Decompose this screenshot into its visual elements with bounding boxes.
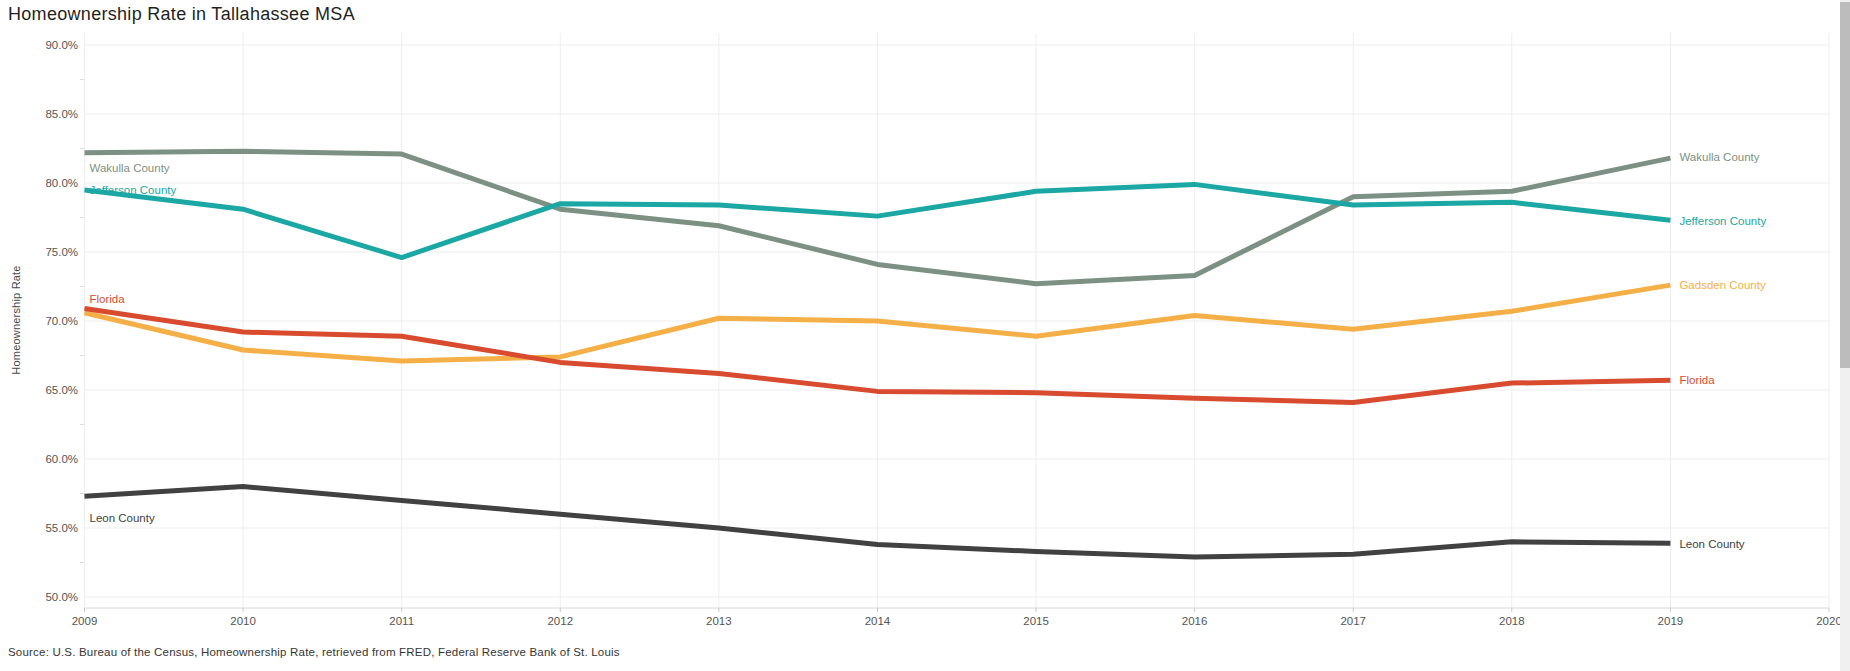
series-label-left-florida: Florida (90, 293, 126, 305)
x-axis-tick-label: 2015 (1023, 615, 1049, 627)
x-axis-tick-label: 2011 (389, 615, 414, 627)
x-axis-tick-label: 2009 (72, 615, 98, 627)
x-axis-tick-label: 2013 (706, 615, 732, 627)
scrollbar-thumb[interactable] (1840, 2, 1850, 368)
y-axis-tick-label: 85.0% (45, 108, 78, 120)
series-label-right-florida: Florida (1679, 374, 1715, 386)
x-axis-tick-label: 2016 (1182, 615, 1208, 627)
y-axis-tick-label: 65.0% (45, 384, 78, 396)
x-axis-tick-label: 2017 (1340, 615, 1366, 627)
y-axis-tick-label: 75.0% (45, 246, 78, 258)
series-label-right-wakulla-county: Wakulla County (1679, 151, 1759, 163)
series-label-right-gadsden-county: Gadsden County (1679, 279, 1766, 291)
source-note: Source: U.S. Bureau of the Census, Homeo… (8, 646, 620, 658)
y-axis-tick-label: 60.0% (45, 453, 78, 465)
x-axis-tick-label: 2012 (547, 615, 573, 627)
y-axis-tick-label: 55.0% (45, 522, 78, 534)
series-label-left-jefferson-county: Jefferson County (90, 184, 177, 196)
y-axis-tick-label: 70.0% (45, 315, 78, 327)
series-label-left-leon-county: Leon County (90, 512, 155, 524)
x-axis-tick-label: 2019 (1658, 615, 1684, 627)
series-label-right-jefferson-county: Jefferson County (1679, 215, 1766, 227)
x-axis-tick-label: 2020 (1816, 615, 1842, 627)
y-axis-tick-label: 90.0% (45, 39, 78, 51)
series-label-right-leon-county: Leon County (1679, 538, 1744, 550)
scrollbar-track[interactable] (1840, 0, 1850, 671)
x-axis-tick-label: 2014 (865, 615, 891, 627)
line-chart: 50.0% 55.0% 60.0% 65.0% 70.0% 75.0% 80.0% 85.0%… (0, 0, 1850, 671)
x-axis-tick-label: 2010 (230, 615, 256, 627)
y-axis-tick-label: 50.0% (45, 591, 78, 603)
x-axis-tick-label: 2018 (1499, 615, 1525, 627)
y-axis-tick-label: 80.0% (45, 177, 78, 189)
series-label-left-wakulla-county: Wakulla County (90, 162, 170, 174)
